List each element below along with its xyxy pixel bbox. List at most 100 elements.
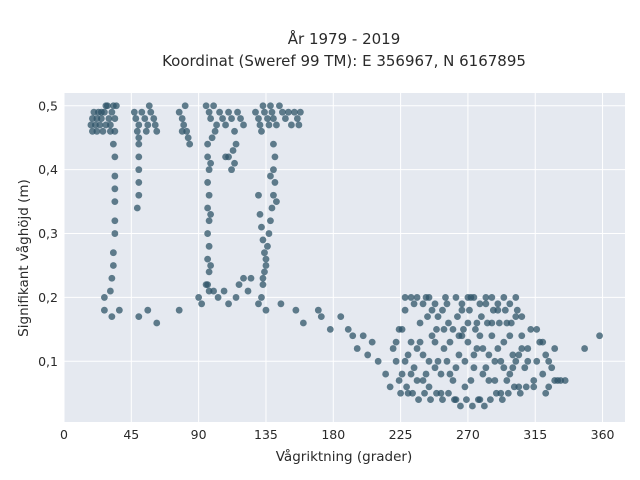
scatter-point (413, 345, 421, 352)
x-axis-title: Vågriktning (grader) (276, 448, 413, 465)
x-tick-label: 315 (523, 427, 547, 442)
scatter-point (111, 127, 119, 135)
scatter-point (112, 102, 120, 110)
scatter-point (500, 364, 508, 372)
scatter-point (258, 127, 265, 135)
scatter-point (210, 102, 218, 110)
scatter-point (344, 325, 352, 333)
scatter-point (434, 357, 442, 365)
scatter-point (485, 377, 493, 384)
scatter-point (439, 396, 446, 404)
x-tick-label: 360 (591, 427, 615, 442)
scatter-point (210, 287, 218, 295)
scatter-point (548, 364, 556, 372)
scatter-point (255, 300, 262, 308)
scatter-point (542, 389, 550, 397)
scatter-point (425, 357, 433, 365)
scatter-point (228, 115, 235, 122)
scatter-point (353, 345, 361, 352)
x-axis-ticks: 0 45 90 135 180 225 270 315 360 (60, 427, 615, 442)
scatter-point (486, 396, 494, 404)
scatter-point (240, 121, 247, 129)
scatter-point (279, 108, 286, 116)
scatter-point (180, 121, 188, 129)
scatter-point (403, 383, 410, 391)
scatter-point (421, 389, 428, 397)
scatter-point (439, 306, 446, 314)
scatter-point (464, 294, 472, 301)
scatter-point (374, 357, 382, 365)
scatter-point (392, 357, 400, 365)
scatter-point (545, 357, 553, 365)
scatter-point (416, 319, 424, 327)
scatter-point (135, 191, 143, 199)
scatter-point (349, 332, 357, 340)
scatter-point (516, 389, 524, 397)
scatter-point (431, 338, 439, 346)
scatter-point (234, 108, 241, 116)
scatter-point (461, 383, 469, 391)
scatter-point (507, 319, 515, 327)
scatter-point (133, 127, 141, 135)
scatter-point (397, 389, 404, 397)
scatter-point (425, 294, 433, 301)
scatter-point (247, 274, 255, 282)
scatter-point (108, 313, 116, 320)
scatter-point (135, 166, 143, 174)
scatter-point (232, 294, 240, 301)
scatter-point (141, 115, 149, 122)
scatter-point (207, 210, 215, 218)
scatter-point (510, 383, 518, 391)
chart-title-line-2: Koordinat (Sweref 99 TM): E 356967, N 61… (162, 52, 526, 70)
scatter-point (109, 249, 117, 257)
scatter-point (271, 179, 279, 186)
scatter-point (542, 351, 550, 359)
scatter-point (581, 345, 589, 352)
scatter-point (494, 345, 502, 352)
scatter-point (470, 351, 478, 359)
scatter-point (256, 210, 264, 218)
scatter-point (458, 300, 466, 308)
scatter-point (282, 115, 289, 122)
scatter-point (494, 300, 502, 308)
scatter-point (138, 108, 146, 116)
scatter-points (87, 102, 603, 410)
scatter-point (204, 153, 212, 161)
scatter-point (207, 159, 215, 167)
scatter-point (106, 121, 114, 129)
scatter-point (235, 281, 243, 289)
scatter-point (472, 325, 479, 333)
scatter-point (424, 313, 431, 320)
scatter-point (314, 306, 322, 314)
scatter-point (205, 191, 213, 199)
scatter-point (290, 108, 298, 116)
scatter-point (467, 377, 475, 384)
scatter-point (464, 319, 472, 327)
scatter-point (178, 115, 186, 122)
scatter-point (440, 325, 448, 333)
scatter-point (395, 377, 403, 384)
scatter-point (111, 115, 119, 122)
scatter-point (473, 345, 481, 352)
scatter-point (277, 300, 285, 308)
scatter-point (497, 357, 505, 365)
scatter-point (596, 332, 603, 340)
scatter-point (489, 306, 497, 314)
scatter-point (464, 338, 472, 346)
scatter-point (108, 274, 116, 282)
scatter-point (401, 306, 409, 314)
scatter-point (207, 115, 215, 122)
scatter-point (240, 274, 247, 282)
scatter-point (273, 198, 280, 206)
scatter-point (409, 389, 416, 397)
scatter-point (295, 121, 303, 129)
scatter-point (205, 108, 213, 116)
x-tick-label: 90 (191, 427, 207, 442)
scatter-point (255, 115, 262, 122)
scatter-point (512, 357, 520, 365)
scatter-point (455, 351, 463, 359)
scatter-point (115, 306, 123, 314)
scatter-point (498, 396, 506, 404)
scatter-point (513, 306, 521, 314)
